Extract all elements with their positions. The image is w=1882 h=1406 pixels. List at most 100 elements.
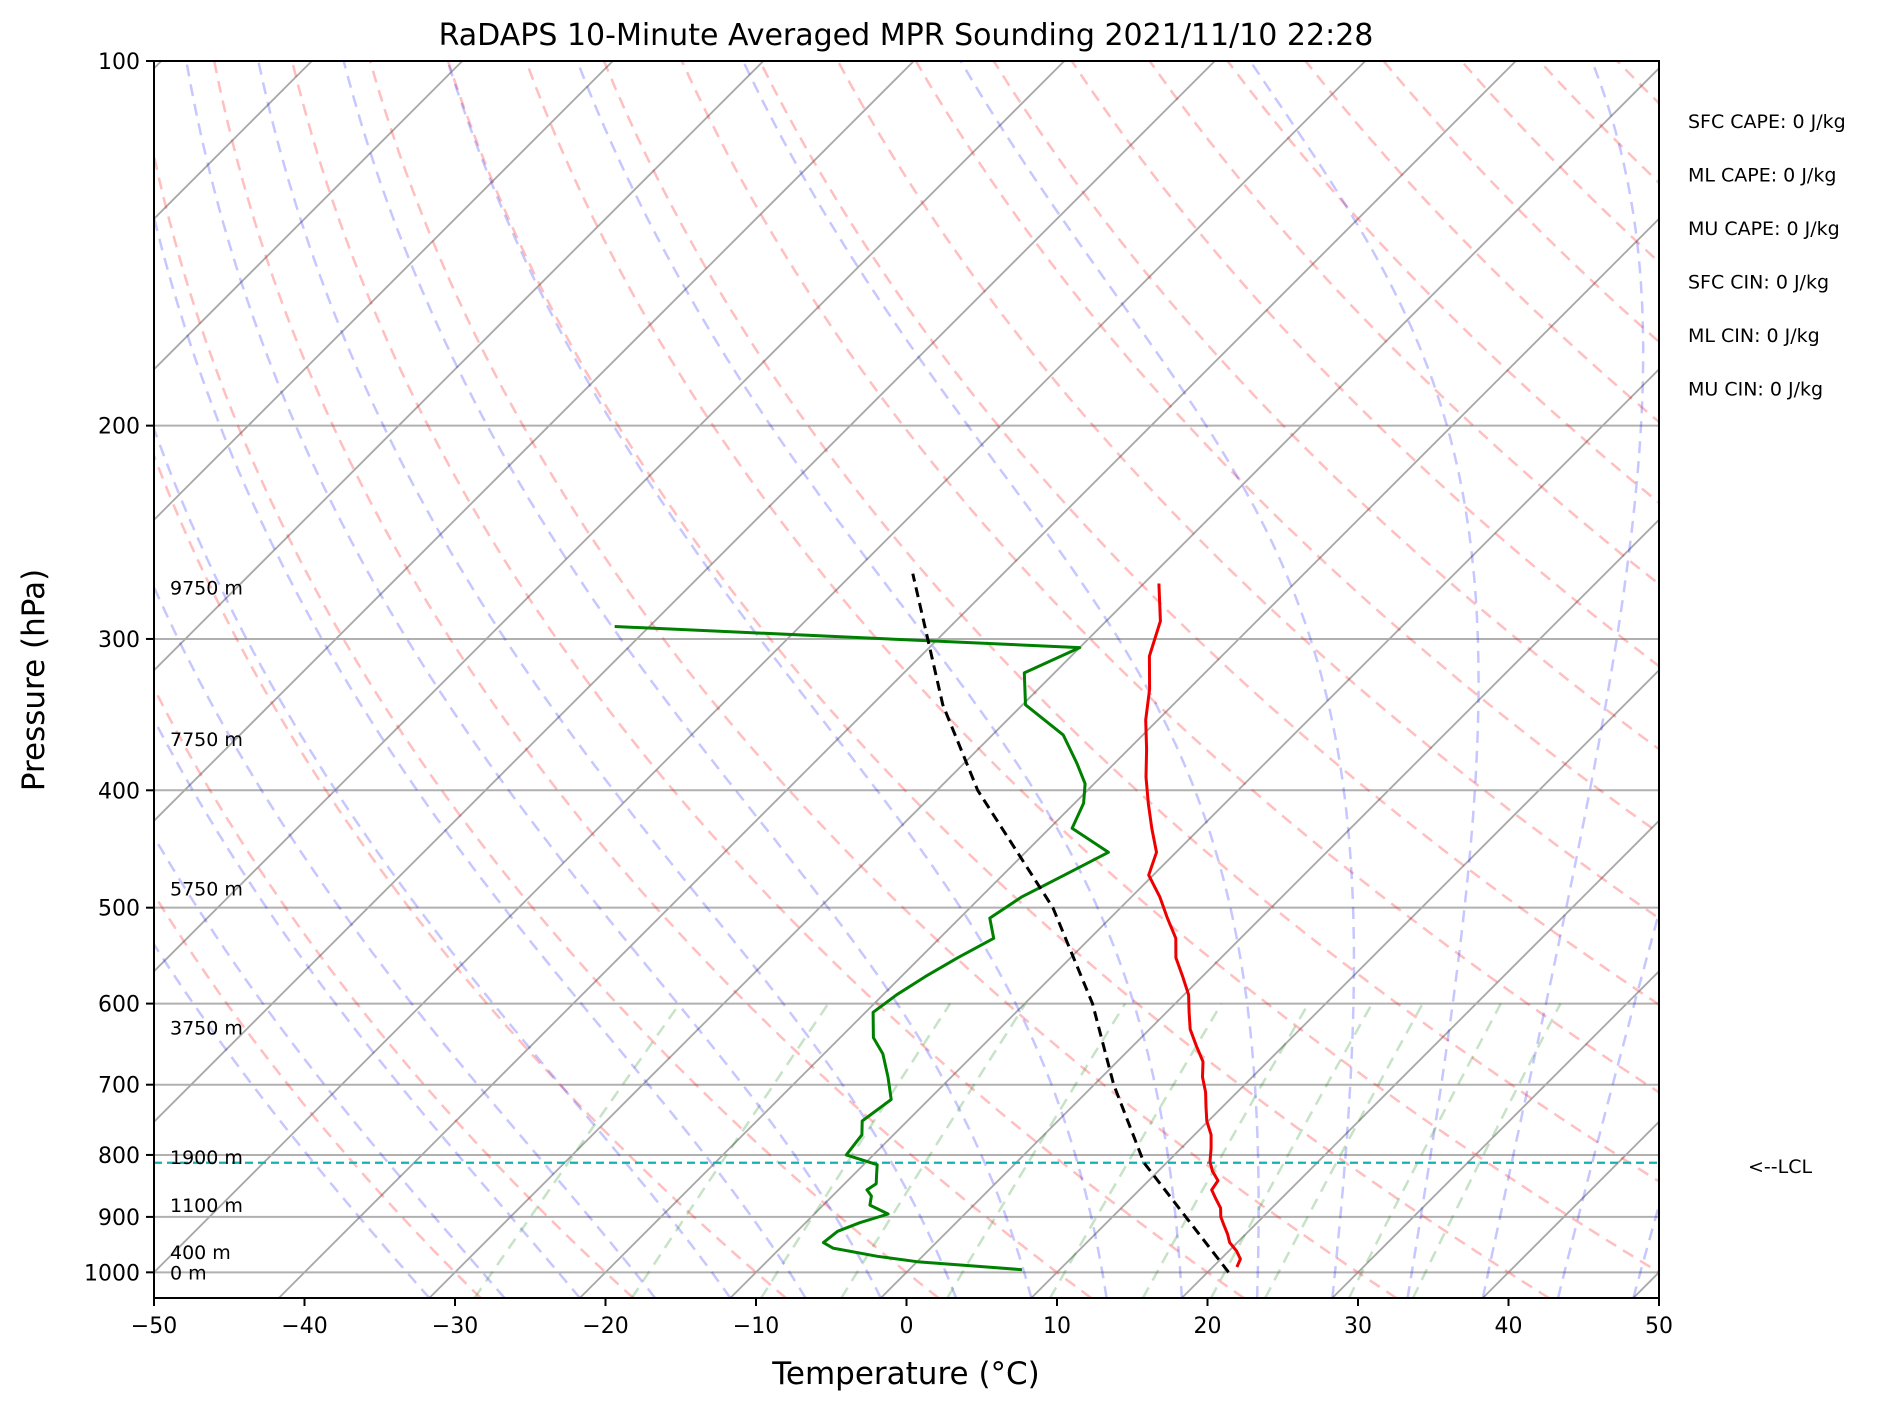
moist-adiabat-line xyxy=(576,61,1184,1298)
x-tick-label: 40 xyxy=(1495,1314,1523,1339)
x-tick-label: −40 xyxy=(281,1314,327,1339)
x-axis-label: Temperature (°C) xyxy=(771,1356,1040,1392)
x-axis: −50 −40 −30 −20 −10 0 10 20 30 40 50 xyxy=(131,1298,1673,1339)
isotherm-line xyxy=(428,67,1659,1298)
x-tick-label: 30 xyxy=(1344,1314,1372,1339)
height-labels: 9750 m 7750 m 5750 m 3750 m 1900 m 1100 m 400 … xyxy=(170,577,243,1284)
isotherm-line xyxy=(154,61,1065,973)
height-label: 400 m xyxy=(170,1242,231,1264)
dewpoint-line xyxy=(614,625,1110,1272)
height-label: 5750 m xyxy=(170,878,243,900)
dry-adiabat-line xyxy=(1616,61,1659,105)
y-tick-label: 700 xyxy=(98,1074,140,1099)
height-label: 3750 m xyxy=(170,1018,243,1040)
dry-adiabat-line xyxy=(1695,61,1882,1298)
x-tick-label: −20 xyxy=(582,1314,628,1339)
x-tick-label: −10 xyxy=(733,1314,779,1339)
moist-adiabat-line xyxy=(257,61,958,1298)
dry-adiabat-line xyxy=(1460,61,1659,264)
dry-adiabat-line xyxy=(602,61,1659,1183)
mixing-ratio-line xyxy=(630,1002,830,1298)
y-axis: 100 200 300 400 500 600 700 800 900 1000 xyxy=(84,50,154,1286)
stat-label: MU CAPE: 0 J/kg xyxy=(1688,218,1840,240)
dry-adiabat-line xyxy=(524,61,1659,1274)
moist-adiabat-line xyxy=(154,834,506,1298)
x-tick-label: −30 xyxy=(432,1314,478,1339)
background-lines xyxy=(0,61,1882,1298)
moist-adiabat-line xyxy=(959,61,1356,1298)
dry-adiabat-line xyxy=(154,150,940,1298)
plot-frame xyxy=(153,60,1660,1299)
mixing-ratio-line xyxy=(1209,1002,1374,1298)
lcl-label: <--LCL xyxy=(1748,1156,1812,1178)
dry-adiabat-line xyxy=(836,61,1659,920)
stability-stats: SFC CAPE: 0 J/kg ML CAPE: 0 J/kg MU CAPE: … xyxy=(1688,111,1846,401)
isotherm-line xyxy=(0,61,11,1298)
isotherm-line xyxy=(1331,970,1659,1298)
dry-adiabat-line xyxy=(154,685,635,1298)
height-label: 1900 m xyxy=(170,1147,243,1169)
dry-adiabat-line xyxy=(446,61,1550,1298)
mixing-ratio-line xyxy=(946,1002,1127,1298)
isotherm-line xyxy=(154,61,764,672)
isotherm-line xyxy=(154,61,915,823)
data-series xyxy=(614,573,1242,1274)
y-axis-label: Pressure (hPa) xyxy=(16,569,52,791)
stat-label: SFC CAPE: 0 J/kg xyxy=(1688,111,1846,133)
dry-adiabat-line xyxy=(212,61,1092,1298)
y-tick-label: 1000 xyxy=(84,1261,140,1286)
isotherm-line xyxy=(1632,1271,1659,1298)
mixing-ratio-line xyxy=(840,1002,1027,1298)
height-label: 0 m xyxy=(170,1262,207,1284)
moist-adiabat-line xyxy=(342,61,1033,1298)
dry-adiabat-line xyxy=(154,892,482,1298)
parcel-path-line xyxy=(911,573,1230,1274)
y-tick-label: 600 xyxy=(98,993,140,1018)
dry-adiabat-line xyxy=(758,61,1659,1007)
dry-adiabat-line xyxy=(1538,61,1659,185)
dry-adiabat-line xyxy=(368,61,1398,1298)
y-tick-label: 100 xyxy=(98,50,140,75)
mixing-ratio-line xyxy=(1347,1003,1502,1298)
isotherm-line xyxy=(729,368,1659,1298)
dry-adiabat-line xyxy=(1148,61,1659,586)
x-tick-label: 0 xyxy=(900,1314,914,1339)
moist-adiabat-line xyxy=(1632,1201,1659,1298)
moist-adiabat-line xyxy=(185,61,882,1298)
x-tick-label: 10 xyxy=(1043,1314,1071,1339)
isotherm-line xyxy=(1784,61,1882,1298)
isotherm-line xyxy=(278,61,1517,1298)
isotherm-line xyxy=(154,61,463,371)
chart-title: RaDAPS 10-Minute Averaged MPR Sounding 2… xyxy=(439,18,1374,53)
y-tick-label: 300 xyxy=(98,628,140,653)
moist-adiabat-line xyxy=(741,61,1260,1298)
isotherm-line xyxy=(154,61,1366,1274)
y-tick-label: 200 xyxy=(98,415,140,440)
moist-adiabat-line xyxy=(154,716,581,1298)
isotherm-line xyxy=(1030,669,1659,1298)
height-label: 9750 m xyxy=(170,577,243,599)
mixing-ratio-line xyxy=(760,1002,952,1298)
isotherm-line xyxy=(1482,1120,1659,1298)
moist-adiabat-line xyxy=(1481,61,1645,1298)
mixing-ratio-line xyxy=(1411,1003,1562,1298)
dry-adiabat-line xyxy=(290,61,1245,1298)
x-tick-label: −50 xyxy=(131,1314,177,1339)
isotherm-line xyxy=(1181,819,1659,1298)
dry-adiabat-line xyxy=(154,452,787,1298)
stat-label: SFC CIN: 0 J/kg xyxy=(1688,272,1829,294)
mixing-ratio-line xyxy=(1049,1002,1223,1298)
dry-adiabat-line xyxy=(914,61,1659,835)
x-tick-label: 20 xyxy=(1194,1314,1222,1339)
temperature-line xyxy=(1144,583,1242,1268)
moist-adiabat-line xyxy=(154,424,732,1298)
moist-adiabat-line xyxy=(1556,908,1659,1298)
dry-adiabat-line xyxy=(1070,61,1659,668)
y-tick-label: 900 xyxy=(98,1206,140,1231)
isotherm-line xyxy=(154,61,614,522)
isotherm-line xyxy=(579,217,1659,1298)
moist-adiabat-line xyxy=(154,942,431,1298)
x-tick-label: 50 xyxy=(1645,1314,1673,1339)
moist-adiabat-line xyxy=(446,61,1108,1298)
